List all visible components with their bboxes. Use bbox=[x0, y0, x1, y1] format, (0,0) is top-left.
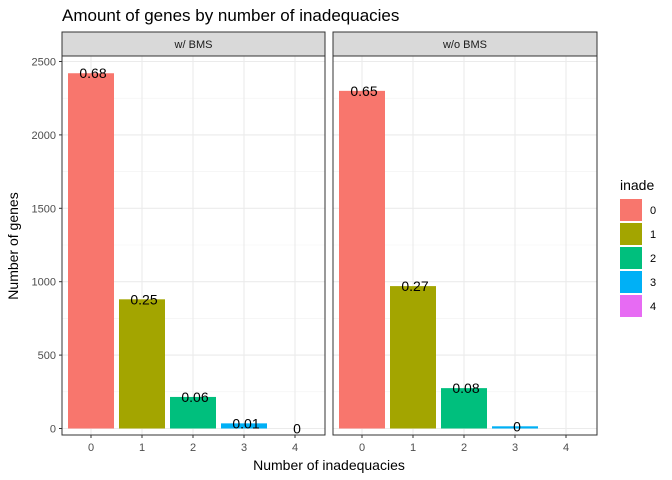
panel-1: w/o BMS 0.65 0.27 0.08 0 0 1 2 3 4 bbox=[332, 31, 598, 454]
bar-wobms-2 bbox=[441, 388, 487, 429]
data-label: 0.27 bbox=[401, 278, 428, 294]
legend-title: inade bbox=[620, 177, 654, 193]
legend-key-4 bbox=[620, 295, 642, 317]
bar-wbms-2 bbox=[170, 396, 216, 429]
x-tick-label: 1 bbox=[139, 442, 145, 454]
y-tick-label: 2000 bbox=[32, 130, 56, 142]
legend-label: 4 bbox=[650, 301, 656, 313]
x-tick-label: 1 bbox=[410, 442, 416, 454]
legend-label: 1 bbox=[650, 229, 656, 241]
bar-wbms-1 bbox=[119, 299, 165, 429]
legend-key-2 bbox=[620, 247, 642, 269]
data-label: 0.68 bbox=[79, 65, 106, 81]
data-label: 0.08 bbox=[452, 380, 479, 396]
x-tick-label: 2 bbox=[461, 442, 467, 454]
facet-strip bbox=[332, 31, 598, 57]
legend: inade 0 1 2 3 4 bbox=[620, 177, 656, 317]
bar-wbms-3 bbox=[221, 423, 267, 429]
x-axis-label: Number of inadequacies bbox=[253, 457, 405, 473]
panel-border bbox=[332, 55, 598, 436]
data-label: 0 bbox=[293, 421, 301, 437]
chart-title: Amount of genes by number of inadequacie… bbox=[62, 6, 399, 25]
x-tick-label: 4 bbox=[292, 442, 298, 454]
facet-strip-label: w/ BMS bbox=[174, 39, 213, 51]
legend-key-1 bbox=[620, 223, 642, 245]
x-tick-label: 2 bbox=[190, 442, 196, 454]
legend-label: 3 bbox=[650, 277, 656, 289]
facet-strip bbox=[61, 31, 326, 57]
y-axis-label: Number of genes bbox=[5, 192, 21, 299]
bar-wobms-3 bbox=[492, 426, 538, 429]
bar-wbms-0 bbox=[68, 73, 114, 429]
y-tick-label: 2500 bbox=[32, 57, 56, 69]
legend-label: 2 bbox=[650, 253, 656, 265]
data-label: 0 bbox=[513, 418, 521, 434]
panels: w/ BMS 0.68 0.25 0.06 0.01 0 0 1 2 3 4 0 500 1000 1500… bbox=[32, 31, 598, 454]
y-tick-label: 1500 bbox=[32, 203, 56, 215]
legend-key-0 bbox=[620, 199, 642, 221]
panel-0: w/ BMS 0.68 0.25 0.06 0.01 0 0 1 2 3 4 0 500 1000 1500… bbox=[32, 31, 326, 454]
facet-strip-label: w/o BMS bbox=[442, 39, 487, 51]
x-tick-label: 0 bbox=[88, 442, 94, 454]
x-tick-label: 0 bbox=[359, 442, 365, 454]
data-label: 0.65 bbox=[350, 83, 377, 99]
bar-wobms-0 bbox=[339, 90, 385, 429]
y-tick-label: 0 bbox=[50, 424, 56, 436]
data-label: 0.01 bbox=[232, 415, 259, 431]
x-tick-label: 3 bbox=[241, 442, 247, 454]
bar-wobms-1 bbox=[390, 286, 436, 429]
legend-label: 0 bbox=[650, 205, 656, 217]
legend-key-3 bbox=[620, 271, 642, 293]
x-tick-label: 4 bbox=[563, 442, 569, 454]
y-tick-label: 500 bbox=[38, 350, 56, 362]
data-label: 0.25 bbox=[130, 291, 157, 307]
data-label: 0.06 bbox=[181, 389, 208, 405]
x-tick-label: 3 bbox=[512, 442, 518, 454]
y-tick-label: 1000 bbox=[32, 277, 56, 289]
